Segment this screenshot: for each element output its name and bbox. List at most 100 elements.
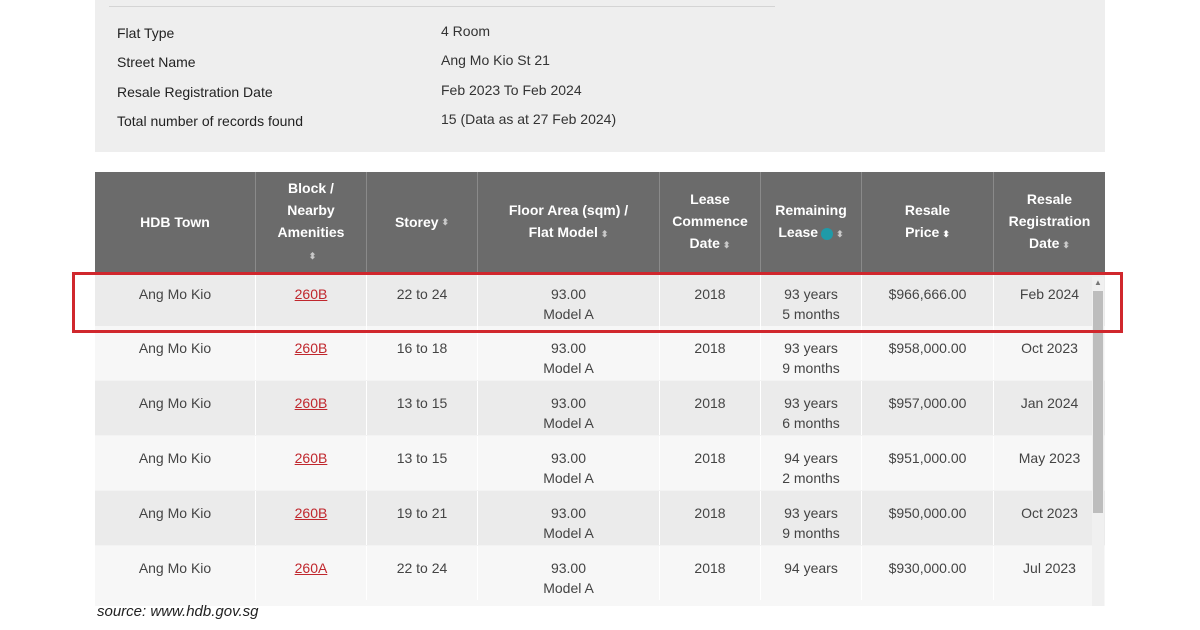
info-label: Total number of records found (117, 113, 303, 129)
table-row[interactable]: Ang Mo Kio 260A 22 to 24 93.00 Model A 20… (95, 546, 1105, 606)
floor-area-value: 93.00 (550, 505, 587, 521)
cell-remaining-lease: 94 years 2 months (761, 436, 862, 490)
cell-floor-area: 93.00 Model A (478, 436, 660, 490)
col-header-floor-area[interactable]: Floor Area (sqm) / Flat Model ⬍ (478, 172, 660, 272)
flat-model-value: Model A (543, 580, 594, 596)
header-label: Floor Area (sqm) / (508, 202, 629, 219)
table-row[interactable]: Ang Mo Kio 260B 19 to 21 93.00 Model A 20… (95, 491, 1105, 545)
sort-active-icon[interactable]: ⬍ (942, 228, 950, 239)
cell-block: 260B (256, 436, 367, 490)
block-link[interactable]: 260B (294, 395, 328, 411)
floor-area-value: 93.00 (550, 286, 587, 302)
remaining-years: 94 years (784, 450, 838, 466)
block-link[interactable]: 260B (294, 505, 328, 521)
info-value: 4 Room (441, 23, 491, 39)
block-link[interactable]: 260B (294, 286, 328, 302)
table-row[interactable]: Ang Mo Kio 260B 13 to 15 93.00 Model A 20… (95, 436, 1105, 490)
col-header-registration-date[interactable]: Resale Registration Date ⬍ (994, 172, 1105, 272)
table-row[interactable]: Ang Mo Kio 260B 13 to 15 93.00 Model A 20… (95, 381, 1105, 435)
header-label: Registration (1008, 213, 1091, 230)
sort-icon[interactable]: ⬍ (836, 228, 844, 239)
info-value: Feb 2023 To Feb 2024 (441, 82, 582, 98)
cell-remaining-lease: 93 years 6 months (761, 381, 862, 435)
cell-block: 260B (256, 272, 367, 326)
info-row-street-name: Street Name Ang Mo Kio St 21 (95, 52, 1105, 83)
remaining-months: 5 months (782, 306, 840, 322)
remaining-years: 93 years (784, 395, 838, 411)
header-label: HDB Town (140, 214, 210, 230)
remaining-years: 94 years (784, 560, 838, 576)
table-row[interactable]: Ang Mo Kio 260B 22 to 24 93.00 Model A 20… (95, 272, 1105, 326)
header-label: Remaining (775, 202, 847, 219)
col-header-resale-price[interactable]: Resale Price ⬍ (862, 172, 994, 272)
cell-remaining-lease: 94 years (761, 546, 862, 600)
cell-resale-price: $951,000.00 (862, 436, 994, 490)
scroll-thumb[interactable] (1093, 291, 1103, 513)
sort-icon[interactable]: ⬍ (308, 250, 317, 261)
remaining-years: 93 years (784, 286, 838, 302)
cell-floor-area: 93.00 Model A (478, 546, 660, 600)
flat-model-value: Model A (543, 306, 594, 322)
remaining-months: 9 months (782, 360, 840, 376)
floor-area-value: 93.00 (550, 450, 587, 466)
header-label: Commence (672, 213, 748, 230)
sort-icon[interactable]: ⬍ (600, 228, 609, 239)
header-label: Resale (904, 202, 951, 219)
cell-block: 260B (256, 326, 367, 380)
flat-model-value: Model A (543, 470, 594, 486)
cell-storey: 13 to 15 (367, 436, 478, 490)
cell-registration-date: Jul 2023 (1023, 560, 1076, 576)
remaining-years: 93 years (784, 505, 838, 521)
cell-registration-date: Oct 2023 (1021, 340, 1078, 356)
cell-lease-commence: 2018 (660, 272, 761, 326)
search-summary-panel: Flat Type 4 Room Street Name Ang Mo Kio … (95, 0, 1105, 152)
source-caption: source: www.hdb.gov.sg (97, 603, 259, 620)
floor-area-value: 93.00 (550, 560, 587, 576)
floor-area-value: 93.00 (550, 395, 587, 411)
cell-floor-area: 93.00 Model A (478, 491, 660, 545)
flat-model-value: Model A (543, 415, 594, 431)
block-link[interactable]: 260B (294, 450, 328, 466)
cell-block: 260B (256, 491, 367, 545)
block-link[interactable]: 260A (294, 560, 328, 576)
sort-icon[interactable]: ⬍ (722, 239, 731, 250)
header-label: Flat Model (528, 224, 598, 241)
help-icon[interactable] (821, 227, 834, 240)
cell-lease-commence: 2018 (660, 546, 761, 600)
col-header-hdb-town: HDB Town (95, 172, 256, 272)
col-header-block[interactable]: Block / Nearby Amenities ⬍ (256, 172, 367, 272)
block-link[interactable]: 260B (294, 340, 328, 356)
cell-resale-price: $930,000.00 (862, 546, 994, 600)
cell-floor-area: 93.00 Model A (478, 381, 660, 435)
remaining-months: 6 months (782, 415, 840, 431)
flat-model-value: Model A (543, 525, 594, 541)
scroll-up-arrow-icon[interactable]: ▲ (1094, 278, 1102, 287)
cell-town: Ang Mo Kio (95, 326, 256, 380)
col-header-lease-commence[interactable]: Lease Commence Date ⬍ (660, 172, 761, 272)
header-label: Lease (690, 191, 730, 208)
header-label: Resale (1026, 191, 1073, 208)
col-header-storey[interactable]: Storey ⬍ (367, 172, 478, 272)
cell-storey: 13 to 15 (367, 381, 478, 435)
table-scrollbar[interactable]: ▲ (1092, 277, 1104, 606)
cell-resale-price: $966,666.00 (862, 272, 994, 326)
cell-block: 260B (256, 381, 367, 435)
remaining-months: 2 months (782, 470, 840, 486)
header-label: Lease (778, 224, 819, 241)
sort-icon[interactable]: ⬍ (441, 217, 450, 227)
table-row[interactable]: Ang Mo Kio 260B 16 to 18 93.00 Model A 20… (95, 326, 1105, 380)
col-header-remaining-lease[interactable]: Remaining Lease ⬍ (761, 172, 862, 272)
header-label: Amenities (277, 224, 345, 241)
remaining-years: 93 years (784, 340, 838, 356)
header-label: Date (1029, 235, 1060, 252)
cell-town: Ang Mo Kio (95, 546, 256, 600)
cell-remaining-lease: 93 years 9 months (761, 491, 862, 545)
cell-lease-commence: 2018 (660, 436, 761, 490)
sort-icon[interactable]: ⬍ (1062, 239, 1070, 250)
header-label: Nearby (287, 202, 335, 219)
info-value: Ang Mo Kio St 21 (441, 52, 550, 68)
cell-resale-price: $950,000.00 (862, 491, 994, 545)
cell-lease-commence: 2018 (660, 326, 761, 380)
cell-storey: 16 to 18 (367, 326, 478, 380)
header-label: Date (689, 235, 720, 252)
